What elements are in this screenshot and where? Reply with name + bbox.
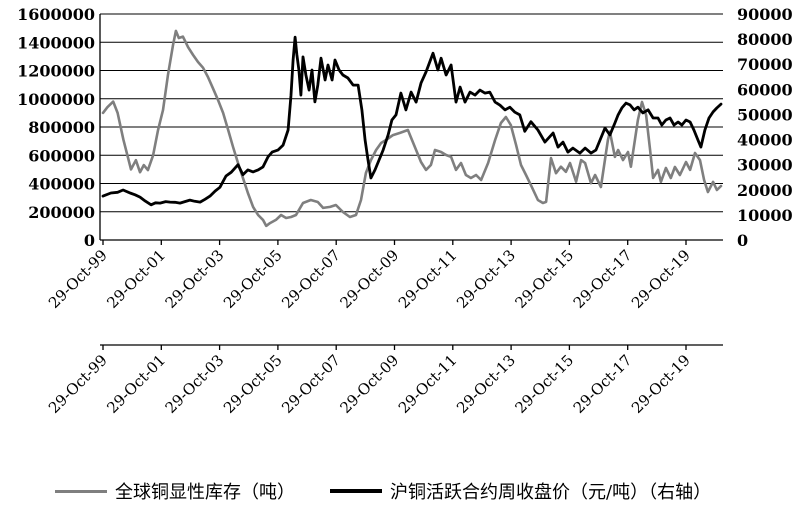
svg-text:70000: 70000 bbox=[737, 55, 793, 74]
svg-text:29-Oct-19: 29-Oct-19 bbox=[628, 246, 694, 312]
svg-text:29-Oct-01: 29-Oct-01 bbox=[103, 246, 169, 312]
svg-text:29-Oct-13: 29-Oct-13 bbox=[453, 246, 519, 312]
svg-text:29-Oct-19: 29-Oct-19 bbox=[628, 351, 694, 417]
svg-text:29-Oct-09: 29-Oct-09 bbox=[337, 246, 403, 312]
svg-text:600000: 600000 bbox=[28, 146, 95, 165]
svg-text:50000: 50000 bbox=[737, 105, 793, 124]
series-line-inventory bbox=[101, 29, 723, 228]
svg-text:29-Oct-01: 29-Oct-01 bbox=[103, 351, 169, 417]
svg-text:400000: 400000 bbox=[28, 175, 95, 194]
svg-text:0: 0 bbox=[84, 231, 95, 250]
legend-label-inventory: 全球铜显性库存（吨） bbox=[115, 482, 295, 503]
svg-text:1000000: 1000000 bbox=[17, 90, 95, 109]
svg-text:29-Oct-99: 29-Oct-99 bbox=[45, 246, 111, 312]
svg-text:29-Oct-03: 29-Oct-03 bbox=[162, 351, 228, 417]
axes bbox=[99, 14, 723, 350]
svg-text:40000: 40000 bbox=[737, 131, 793, 150]
svg-text:1400000: 1400000 bbox=[17, 33, 95, 52]
svg-text:10000: 10000 bbox=[737, 206, 793, 225]
svg-text:30000: 30000 bbox=[737, 156, 793, 175]
legend-item-inventory: 全球铜显性库存（吨） bbox=[55, 479, 295, 503]
svg-text:1200000: 1200000 bbox=[17, 62, 95, 81]
svg-text:29-Oct-17: 29-Oct-17 bbox=[570, 246, 636, 312]
series-line-price bbox=[101, 35, 723, 207]
svg-text:90000: 90000 bbox=[737, 5, 793, 24]
svg-text:29-Oct-17: 29-Oct-17 bbox=[570, 351, 636, 417]
svg-text:800000: 800000 bbox=[28, 118, 95, 137]
svg-text:29-Oct-03: 29-Oct-03 bbox=[162, 246, 228, 312]
svg-text:20000: 20000 bbox=[737, 181, 793, 200]
svg-text:29-Oct-15: 29-Oct-15 bbox=[511, 351, 577, 417]
svg-text:29-Oct-07: 29-Oct-07 bbox=[278, 351, 344, 417]
svg-text:60000: 60000 bbox=[737, 80, 793, 99]
legend-line-price-icon bbox=[330, 489, 382, 493]
svg-text:29-Oct-11: 29-Oct-11 bbox=[395, 351, 461, 417]
legend-line-inventory-icon bbox=[55, 489, 107, 493]
svg-text:29-Oct-07: 29-Oct-07 bbox=[278, 246, 344, 312]
svg-text:29-Oct-11: 29-Oct-11 bbox=[395, 246, 461, 312]
svg-text:0: 0 bbox=[737, 231, 748, 250]
left-axis-labels: 0 200000 400000 600000 800000 1000000 1200000 1… bbox=[17, 5, 95, 250]
x-tick-labels-row2: 29-Oct-9929-Oct-0129-Oct-0329-Oct-0529-O… bbox=[45, 351, 694, 417]
svg-text:200000: 200000 bbox=[28, 203, 95, 222]
legend-label-price: 沪铜活跃合约周收盘价（元/吨）（右轴） bbox=[390, 482, 712, 503]
svg-text:29-Oct-15: 29-Oct-15 bbox=[511, 246, 577, 312]
chart-legend: 全球铜显性库存（吨） 沪铜活跃合约周收盘价（元/吨）（右轴） bbox=[0, 479, 802, 503]
svg-text:29-Oct-13: 29-Oct-13 bbox=[453, 351, 519, 417]
svg-text:29-Oct-05: 29-Oct-05 bbox=[220, 246, 286, 312]
svg-text:80000: 80000 bbox=[737, 30, 793, 49]
gridlines bbox=[100, 13, 723, 213]
legend-item-price: 沪铜活跃合约周收盘价（元/吨）（右轴） bbox=[330, 479, 711, 503]
chart-plot-area: 0200000400000600000800000100000012000001… bbox=[17, 5, 793, 417]
svg-text:29-Oct-05: 29-Oct-05 bbox=[220, 351, 286, 417]
x-tick-labels-row1: 29-Oct-9929-Oct-0129-Oct-0329-Oct-0529-O… bbox=[45, 246, 694, 312]
svg-text:1600000: 1600000 bbox=[17, 5, 95, 24]
right-axis-labels: 0 10000 20000 30000 40000 50000 60000 70000 8000… bbox=[737, 5, 793, 250]
svg-text:29-Oct-09: 29-Oct-09 bbox=[337, 351, 403, 417]
svg-text:29-Oct-99: 29-Oct-99 bbox=[45, 351, 111, 417]
